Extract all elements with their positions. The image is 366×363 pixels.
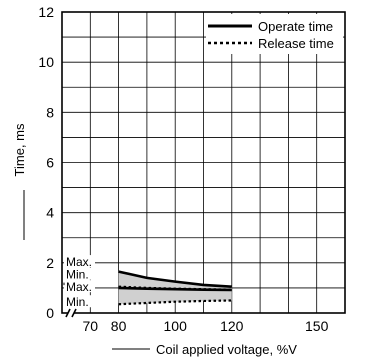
axis-break-mark [71,308,77,318]
legend-label: Operate time [258,19,333,34]
plot-frame [61,11,346,318]
y-tick-label: 0 [46,305,54,321]
legend-label: Release time [258,36,334,51]
x-tick-label: 100 [164,318,188,334]
x-tick-label: 70 [83,318,99,334]
annotation-background [64,267,95,280]
annotation-background [64,295,95,308]
annotation-label: Min. [66,295,89,309]
y-axis-label: Time, ms [12,123,27,176]
y-tick-label: 12 [38,4,54,20]
x-axis-label: Coil applied voltage, %V [156,342,297,357]
legend-background [206,14,343,54]
y-tick-label: 4 [46,205,54,221]
axis-break-gap [68,309,74,317]
operate-time-max-line [118,270,232,288]
tick-labels: 0 2 4 6 8 10 12 70 80 100 120 150 [38,4,328,334]
legend: Operate time Release time [206,14,343,54]
x-tick-label: 80 [111,318,127,334]
release-time-band [118,286,232,305]
annotation-label: Min. [66,268,89,282]
x-tick-label: 150 [305,318,329,334]
axis-break-mark [65,308,71,318]
x-tick-label: 120 [220,318,244,334]
y-tick-label: 10 [38,54,54,70]
annotation-label: Max. [66,280,92,294]
release-time-max-line [118,285,232,291]
y-tick-label: 6 [46,155,54,171]
annotations: Max.Min.Max.Min. [63,255,95,309]
y-tick-label: 8 [46,104,54,120]
axis-labels: Time, ms Coil applied voltage, %V [12,123,297,357]
plot-border [61,11,346,314]
annotation-background [64,280,95,293]
y-tick-label: 2 [46,255,54,271]
annotation-background [64,255,95,268]
release-time-min-line [118,299,232,306]
series-lines [118,270,232,306]
grid [62,12,345,313]
annotation-label: Max. [66,255,92,269]
